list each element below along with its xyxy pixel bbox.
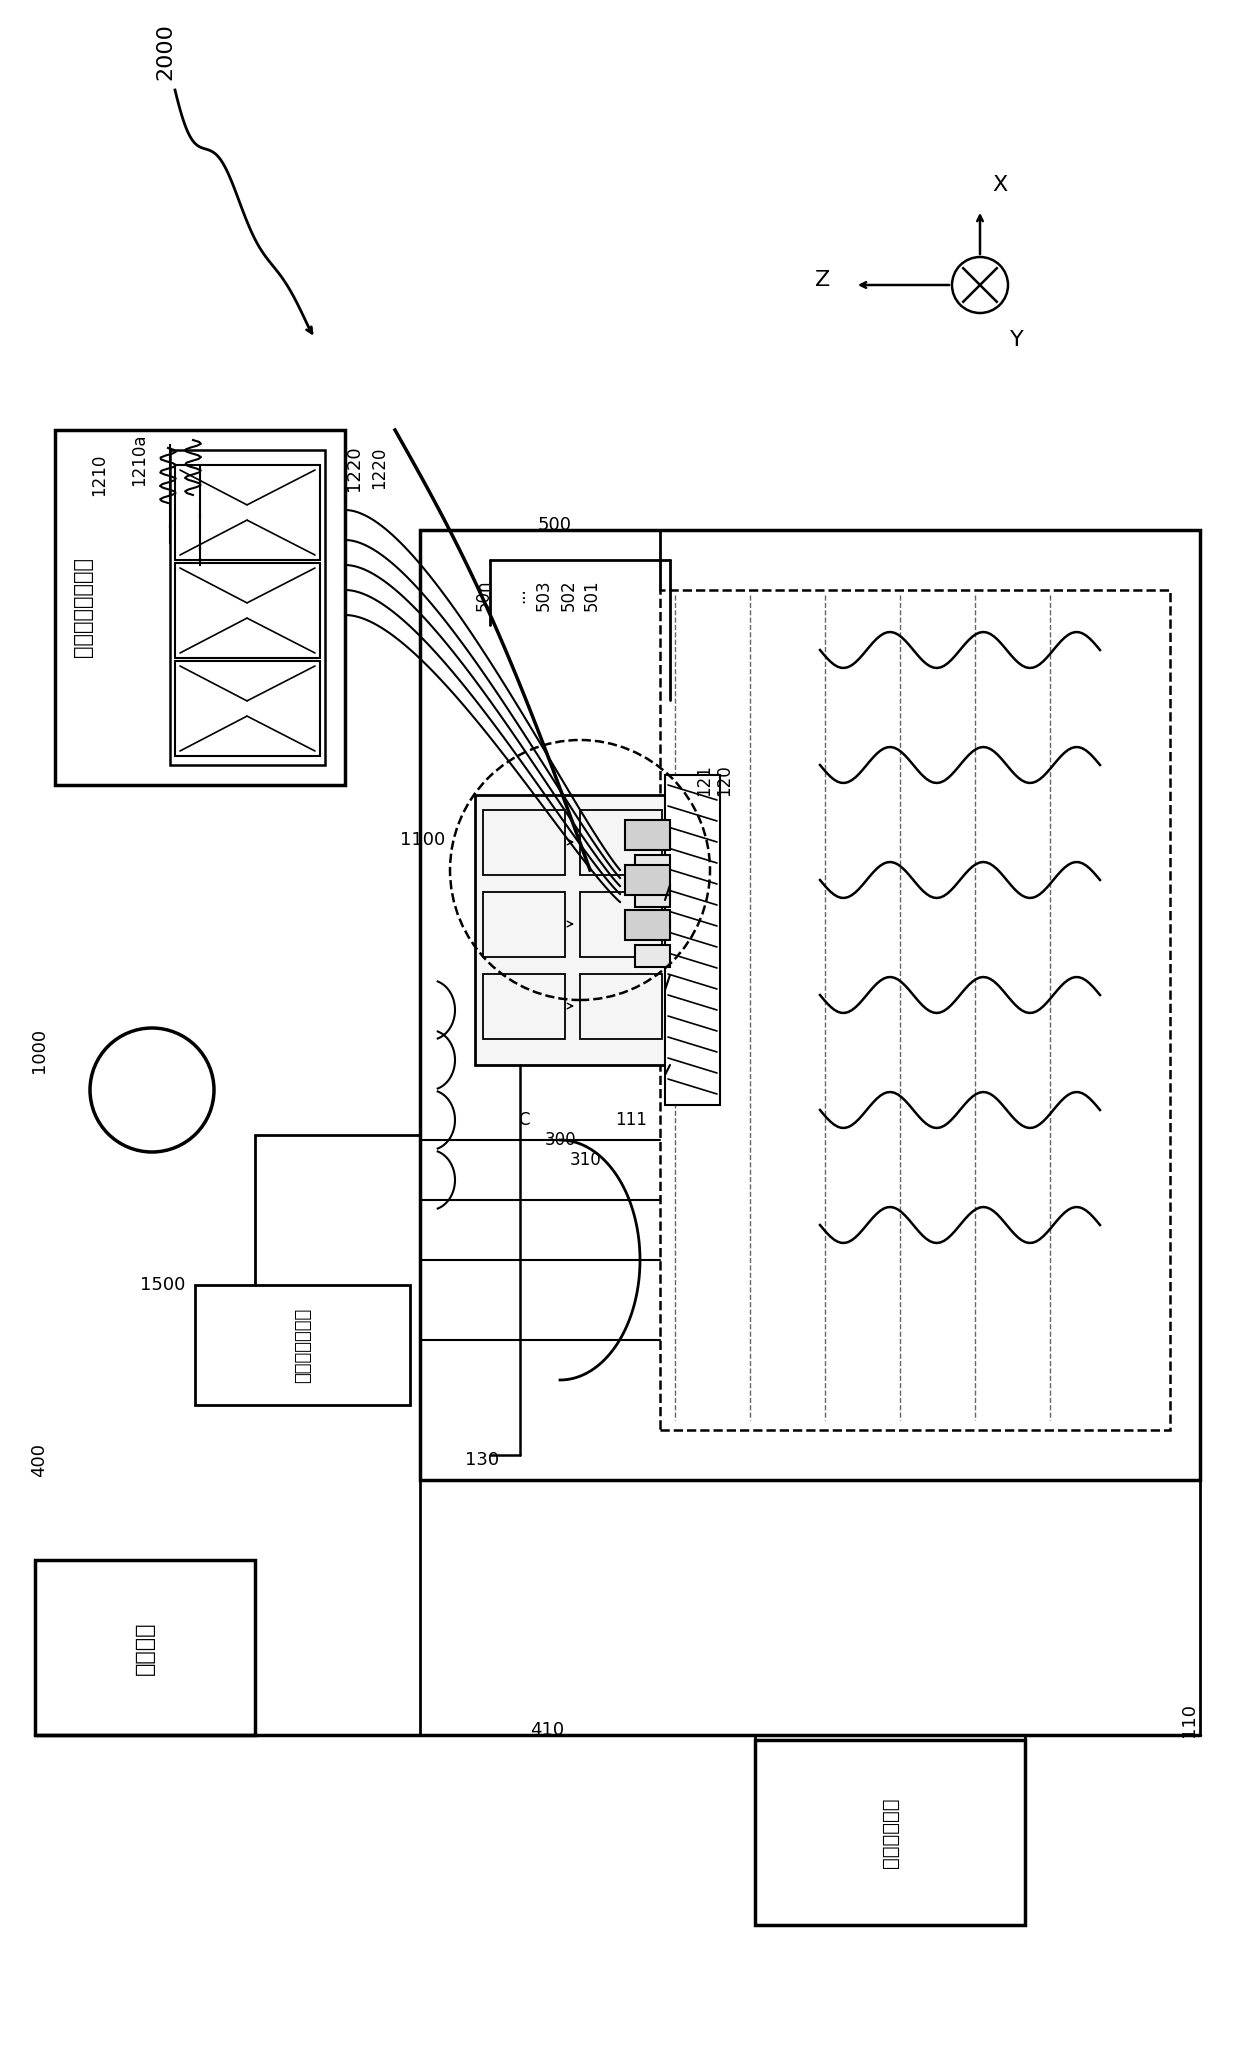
Text: 130: 130 (465, 1451, 500, 1470)
Text: 400: 400 (30, 1443, 48, 1476)
Bar (755, 1741, 1025, 1926)
Bar (635, 825, 670, 848)
Text: 工作台控制器: 工作台控制器 (880, 1798, 899, 1868)
Text: 構成材料供給単元: 構成材料供給単元 (73, 556, 93, 657)
Text: X: X (992, 175, 1007, 195)
Text: 501: 501 (583, 579, 601, 612)
Bar (420, 530, 1200, 1480)
Text: 121: 121 (694, 764, 713, 797)
Bar (175, 464, 320, 560)
Bar (475, 795, 670, 1066)
Bar (35, 1560, 255, 1735)
Text: 310: 310 (570, 1152, 601, 1168)
Bar (625, 909, 670, 940)
Bar (484, 811, 565, 875)
Text: 500: 500 (538, 515, 572, 534)
Bar (635, 854, 670, 877)
Text: 控制単元: 控制単元 (135, 1622, 155, 1675)
Text: 120: 120 (715, 764, 733, 797)
Bar (175, 563, 320, 659)
Bar (484, 973, 565, 1039)
Bar (660, 589, 1171, 1431)
Text: 1500: 1500 (140, 1277, 185, 1293)
Bar (580, 811, 662, 875)
Bar (625, 819, 670, 850)
Text: 1100: 1100 (401, 831, 445, 850)
Bar (625, 864, 670, 895)
Text: Z: Z (815, 271, 830, 289)
Bar (580, 973, 662, 1039)
Text: ...: ... (510, 587, 528, 604)
Bar (170, 450, 325, 766)
Bar (484, 891, 565, 957)
Text: 1210: 1210 (91, 454, 108, 497)
Text: 50n: 50n (475, 579, 494, 610)
Text: 410: 410 (529, 1720, 564, 1739)
Text: 502: 502 (560, 579, 578, 612)
Text: 1220: 1220 (370, 448, 388, 489)
Text: 111: 111 (615, 1111, 647, 1129)
Text: Y: Y (1011, 331, 1024, 349)
Bar (635, 944, 670, 967)
Bar (55, 429, 345, 784)
Text: 300: 300 (546, 1131, 577, 1150)
Text: 1220: 1220 (345, 446, 363, 491)
Text: 1000: 1000 (30, 1026, 48, 1072)
Text: 503: 503 (534, 579, 553, 612)
Text: C: C (518, 1111, 529, 1129)
Bar (580, 891, 662, 957)
Text: 材料供給控制器: 材料供給控制器 (294, 1308, 312, 1382)
Text: 110: 110 (1180, 1704, 1198, 1737)
Bar (195, 1285, 410, 1404)
Bar (665, 774, 720, 1105)
Text: 2000: 2000 (155, 23, 175, 80)
Bar (635, 916, 670, 936)
Bar (635, 885, 670, 907)
Text: 1210a: 1210a (130, 433, 148, 487)
Bar (175, 661, 320, 756)
